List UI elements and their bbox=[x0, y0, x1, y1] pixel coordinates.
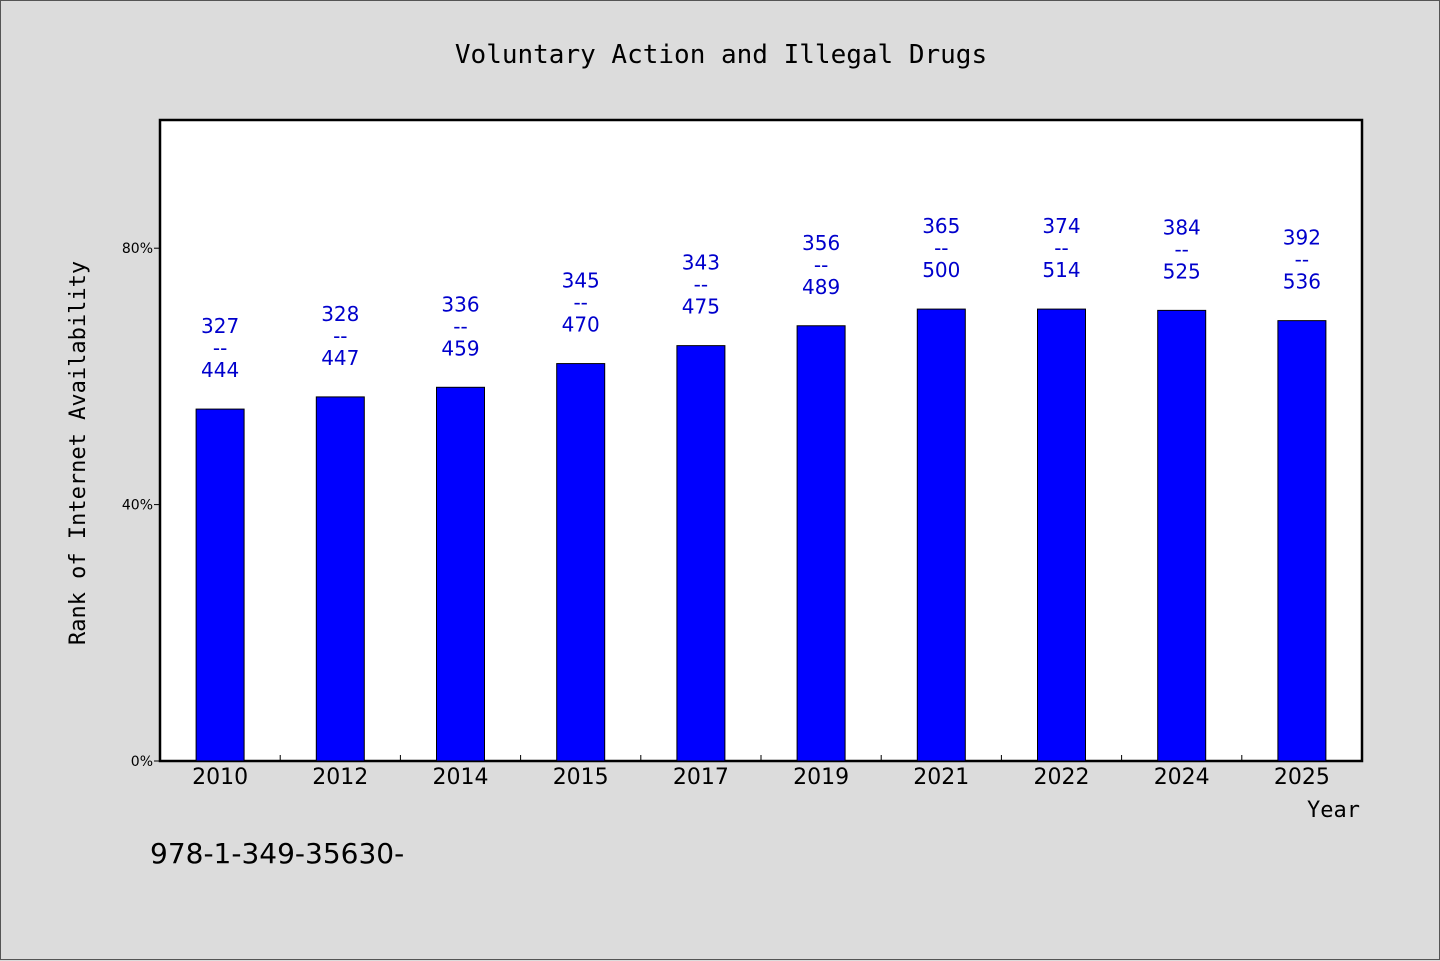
data-label-bottom-2010: 444 bbox=[201, 358, 239, 382]
x-tick-label-2024: 2024 bbox=[1154, 765, 1210, 790]
y-tick-label-0: 0% bbox=[131, 754, 153, 770]
data-label-bottom-2012: 447 bbox=[321, 346, 359, 370]
data-label-sep-2022: -- bbox=[1054, 236, 1068, 260]
data-label-sep-2024: -- bbox=[1174, 237, 1188, 261]
x-tick-label-2019: 2019 bbox=[793, 765, 849, 790]
bar-2024 bbox=[1157, 309, 1207, 762]
data-label-sep-2021: -- bbox=[934, 236, 948, 260]
x-axis-label: Year bbox=[1307, 798, 1360, 823]
data-label-bottom-2022: 514 bbox=[1042, 258, 1080, 282]
x-tick-label-2015: 2015 bbox=[553, 765, 609, 790]
data-label-bottom-2024: 525 bbox=[1163, 259, 1201, 283]
data-label-sep-2015: -- bbox=[573, 291, 587, 315]
bar-2012 bbox=[315, 396, 365, 762]
data-label-top-2012: 328 bbox=[321, 302, 359, 326]
data-label-bottom-2015: 470 bbox=[562, 313, 600, 337]
bar-2010 bbox=[195, 408, 245, 762]
bar-2021 bbox=[916, 308, 966, 762]
data-label-top-2025: 392 bbox=[1283, 226, 1321, 250]
y-tick-label-80: 80% bbox=[122, 241, 153, 257]
data-label-top-2010: 327 bbox=[201, 314, 239, 338]
bar-2022 bbox=[1037, 308, 1086, 762]
x-tick-label-2021: 2021 bbox=[913, 765, 969, 790]
bar-2014 bbox=[436, 386, 485, 762]
bars-layer bbox=[195, 308, 1327, 762]
data-label-sep-2010: -- bbox=[213, 336, 227, 360]
data-label-top-2019: 356 bbox=[802, 231, 840, 255]
x-tick-label-2022: 2022 bbox=[1034, 765, 1090, 790]
data-label-sep-2025: -- bbox=[1295, 248, 1309, 272]
chart-title: Voluntary Action and Illegal Drugs bbox=[455, 40, 987, 70]
x-axis: 2010 2012 2014 2015 2017 2019 2021 2022 2024 2025 bbox=[192, 755, 1330, 790]
data-label-bottom-2014: 459 bbox=[441, 336, 479, 360]
x-tick-label-2025: 2025 bbox=[1274, 765, 1330, 790]
data-label-top-2017: 343 bbox=[682, 251, 720, 275]
y-axis-label: Rank of Internet Availability bbox=[66, 261, 91, 645]
x-tick-label-2010: 2010 bbox=[192, 765, 248, 790]
y-tick-label-40: 40% bbox=[122, 498, 153, 514]
bar-2017 bbox=[676, 345, 726, 762]
y-axis: 0% 40% 80% bbox=[122, 241, 160, 770]
data-label-bottom-2021: 500 bbox=[922, 258, 960, 282]
bar-2019 bbox=[796, 325, 846, 762]
bar-2025 bbox=[1277, 320, 1327, 762]
data-label-top-2014: 336 bbox=[441, 292, 479, 316]
x-tick-label-2014: 2014 bbox=[433, 765, 489, 790]
isbn-footer-text: 978-1-349-35630- bbox=[150, 837, 404, 870]
data-label-sep-2014: -- bbox=[453, 314, 467, 338]
bar-2015 bbox=[556, 363, 606, 762]
data-label-top-2024: 384 bbox=[1163, 215, 1201, 239]
x-tick-label-2012: 2012 bbox=[312, 765, 368, 790]
data-label-sep-2019: -- bbox=[814, 253, 828, 277]
data-label-top-2021: 365 bbox=[922, 214, 960, 238]
data-label-bottom-2019: 489 bbox=[802, 275, 840, 299]
data-labels-layer: 327--444328--447336--459345--470343--475… bbox=[201, 214, 1321, 382]
data-label-sep-2017: -- bbox=[694, 273, 708, 297]
data-label-top-2015: 345 bbox=[562, 269, 600, 293]
data-label-top-2022: 374 bbox=[1042, 214, 1080, 238]
x-tick-label-2017: 2017 bbox=[673, 765, 729, 790]
data-label-bottom-2025: 536 bbox=[1283, 270, 1321, 294]
data-label-bottom-2017: 475 bbox=[682, 295, 720, 319]
data-label-sep-2012: -- bbox=[333, 324, 347, 348]
